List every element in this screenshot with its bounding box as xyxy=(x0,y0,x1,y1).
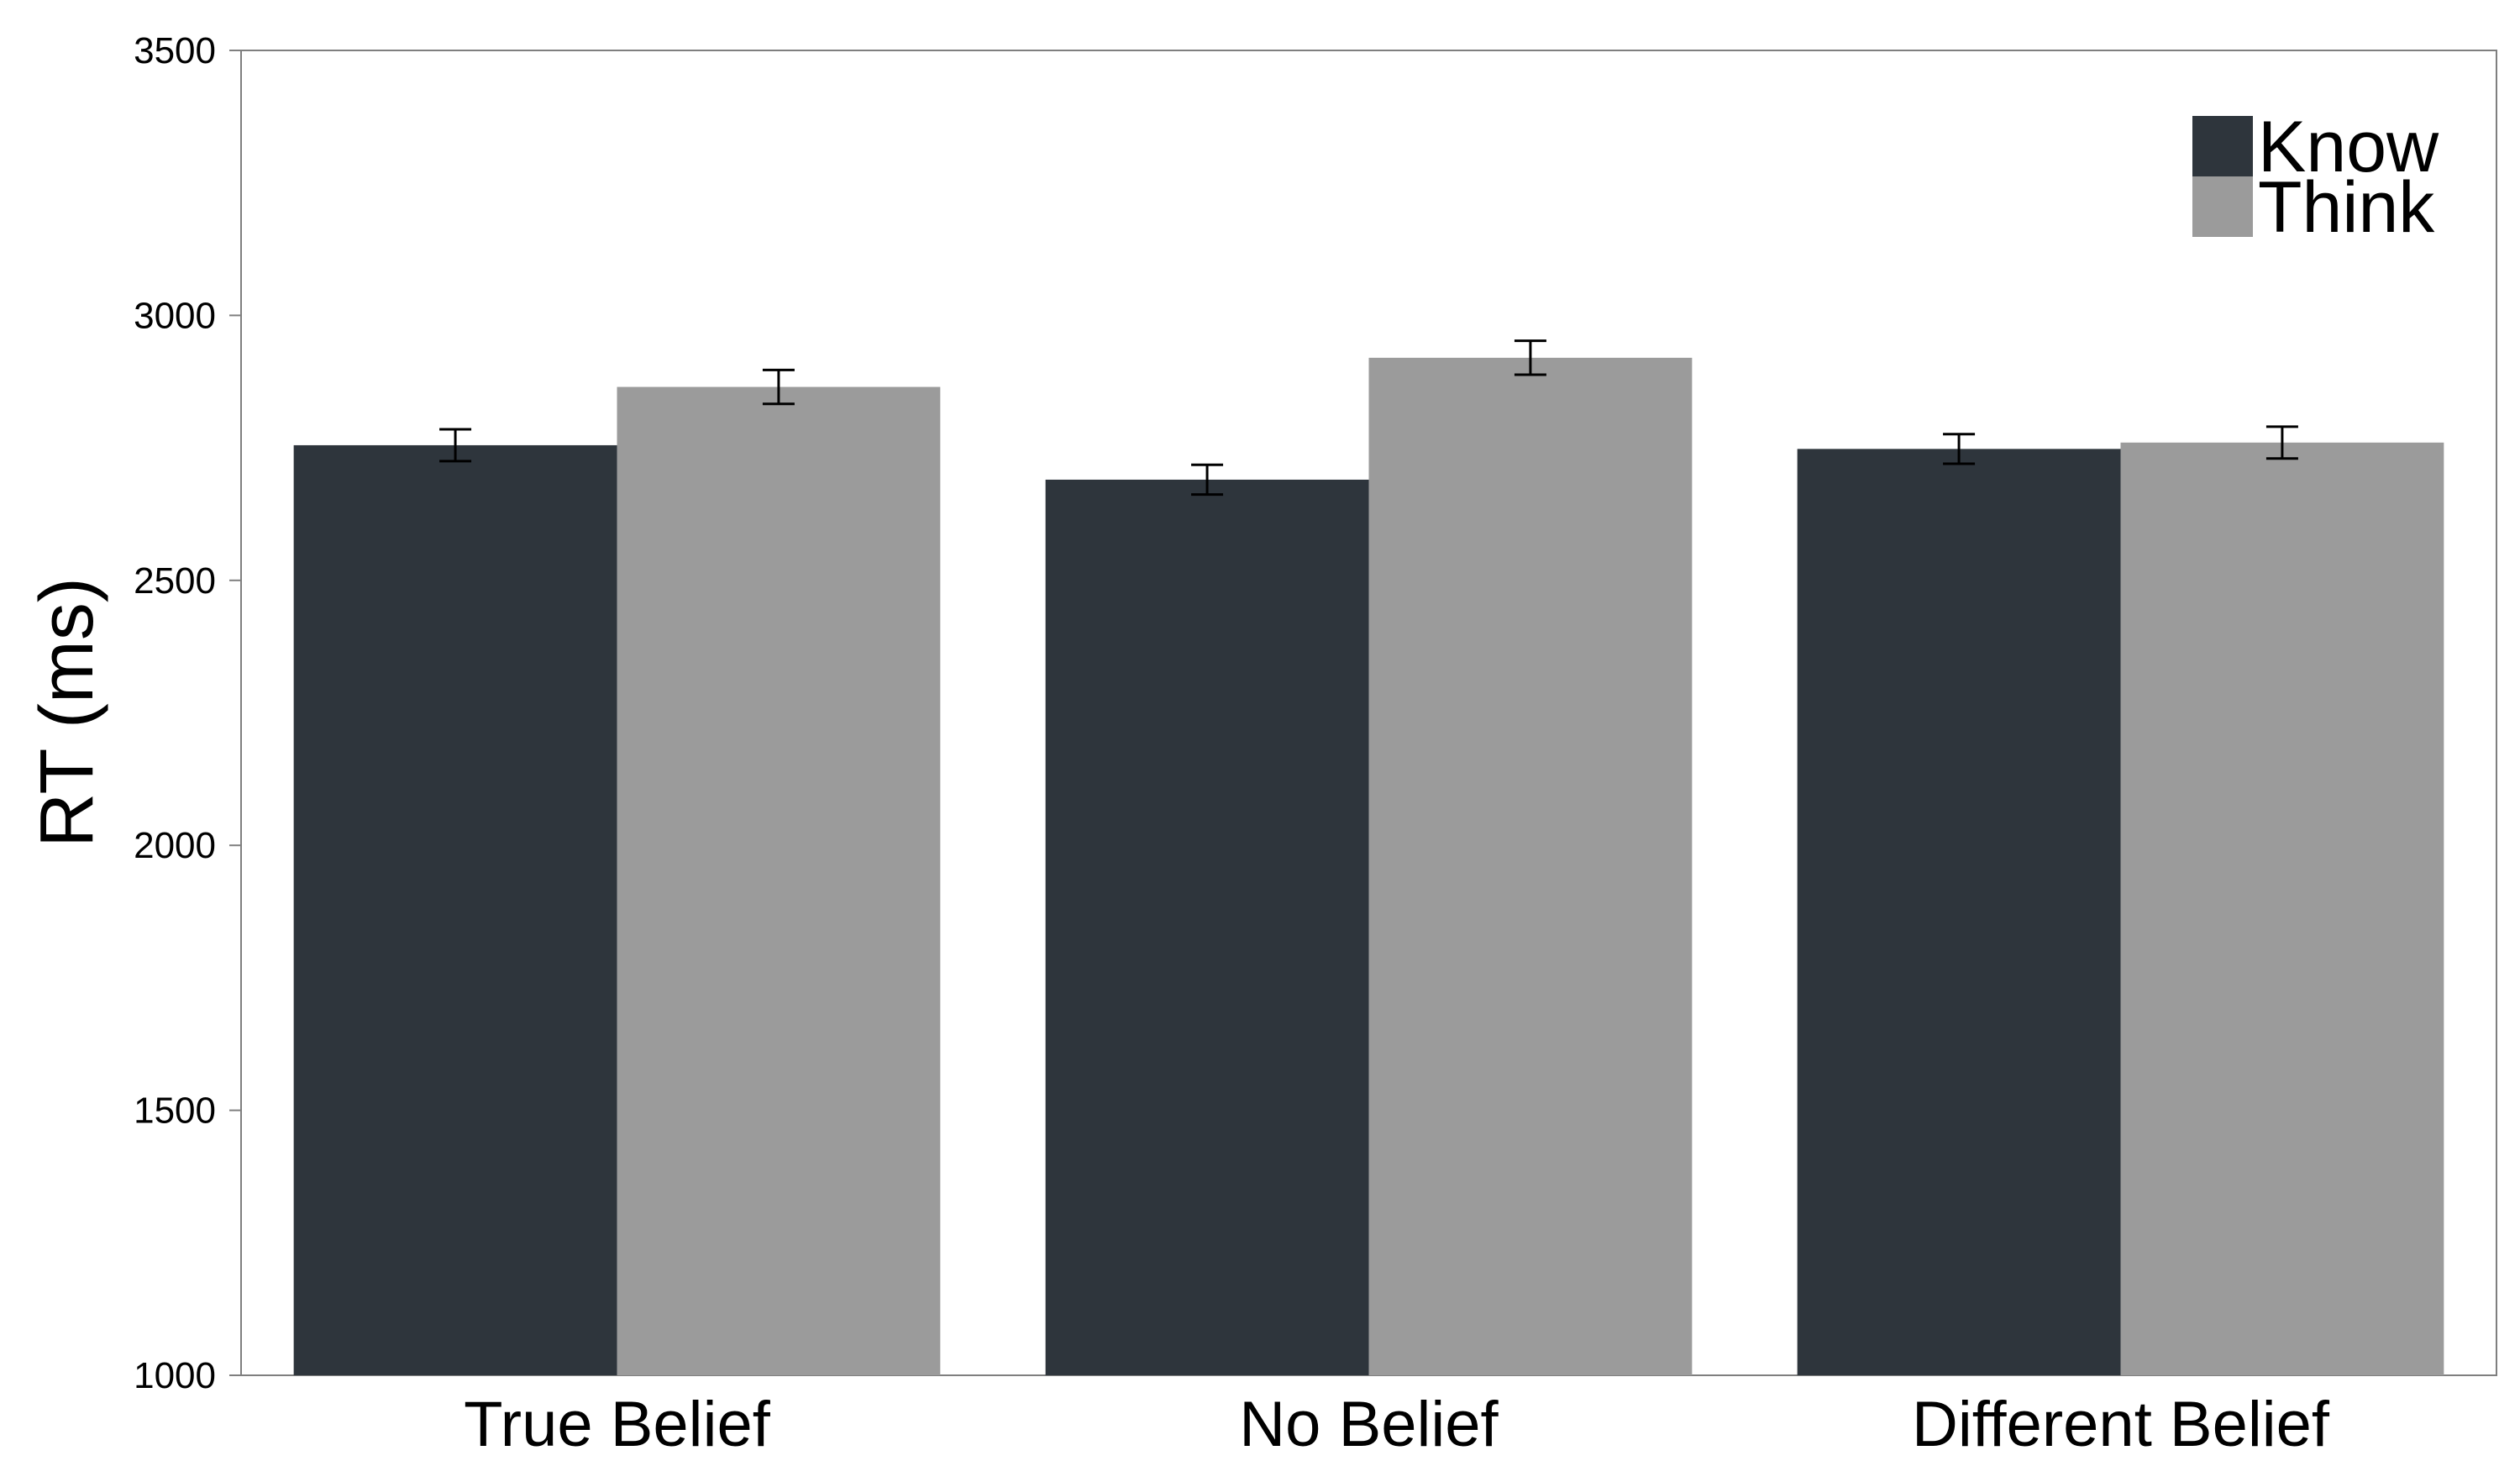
legend-label: Know xyxy=(2258,107,2439,187)
bar-think-0 xyxy=(617,386,941,1376)
error-bar-know-2 xyxy=(1943,433,1976,465)
error-bar-know-1 xyxy=(1191,463,1224,497)
y-tick-label: 3000 xyxy=(134,295,216,336)
bar-think-2 xyxy=(2120,442,2444,1375)
x-category-label: True Belief xyxy=(464,1389,771,1460)
error-bar-think-0 xyxy=(762,368,795,406)
legend-item-know: Know xyxy=(2192,107,2439,187)
error-bar-think-1 xyxy=(1514,339,1546,376)
x-category-label: Different Belief xyxy=(1912,1389,2330,1460)
legend-swatch xyxy=(2192,116,2253,176)
y-axis-ticks: 1000 1500 2000 2500 3000 3500 xyxy=(134,30,241,1396)
legend-item-think: Think xyxy=(2192,167,2435,248)
bar-know-1 xyxy=(1045,479,1369,1375)
error-bar-know-0 xyxy=(439,428,472,463)
y-tick-label: 2500 xyxy=(134,560,216,602)
error-bar-think-2 xyxy=(2265,425,2298,460)
legend-label: Think xyxy=(2258,167,2435,248)
bar-know-2 xyxy=(1797,449,2121,1375)
x-axis-category-labels: True Belief No Belief Different Belief xyxy=(464,1389,2330,1460)
y-axis-title: RT (ms) xyxy=(25,577,109,848)
y-tick-label: 1000 xyxy=(134,1355,216,1396)
legend-swatch xyxy=(2192,176,2253,237)
y-tick-label: 1500 xyxy=(134,1090,216,1132)
bar-think-1 xyxy=(1368,357,1693,1375)
x-category-label: No Belief xyxy=(1239,1389,1499,1460)
y-tick-label: 3500 xyxy=(134,30,216,71)
bars-layer xyxy=(293,357,2444,1376)
errorbars-layer xyxy=(439,339,2298,497)
bar-know-0 xyxy=(293,444,617,1375)
y-tick-label: 2000 xyxy=(134,825,216,866)
